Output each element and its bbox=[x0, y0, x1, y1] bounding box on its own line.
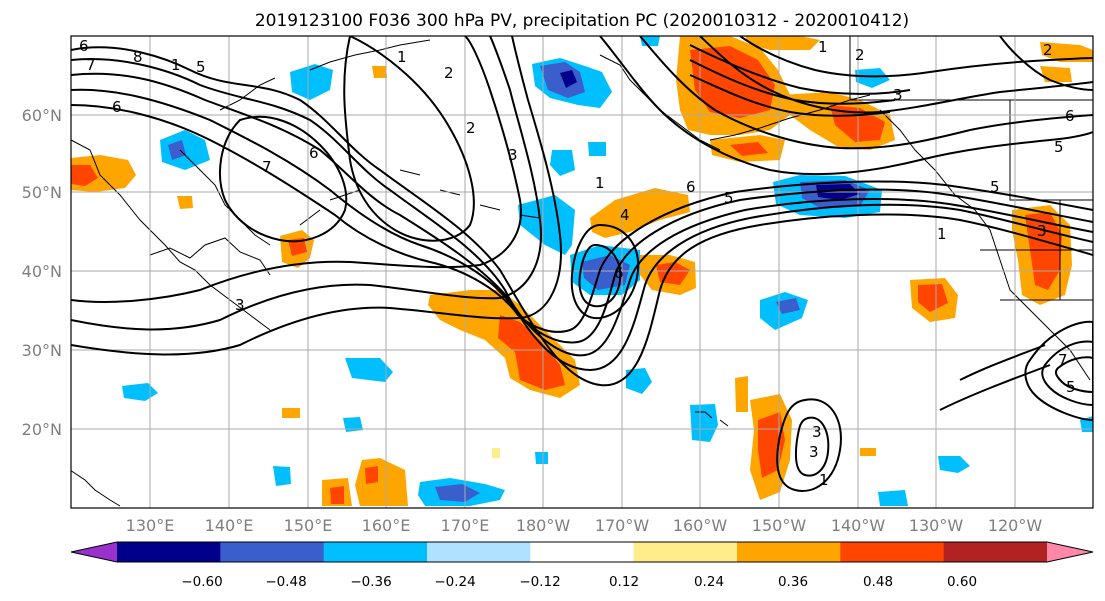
contour-label: 3 bbox=[1037, 222, 1047, 240]
colorbar-segment bbox=[633, 542, 738, 562]
colorbar-segment bbox=[530, 542, 635, 562]
colorbar: −0.60 −0.48 −0.36 −0.24 −0.12 0.12 0.24 … bbox=[70, 541, 1094, 590]
colorbar-outline bbox=[70, 541, 1094, 563]
lon-tick-label: 160°E bbox=[362, 516, 411, 535]
colorbar-segment bbox=[323, 542, 428, 562]
lon-tick-label: 160°W bbox=[673, 516, 728, 535]
contour-label: 5 bbox=[724, 189, 734, 207]
contour-label: 5 bbox=[990, 178, 1000, 196]
lon-tick-label: 120°W bbox=[988, 516, 1043, 535]
colorbar-tick-label: −0.12 bbox=[519, 574, 560, 590]
contour-label: 7 bbox=[262, 158, 272, 176]
contour-label: 1 bbox=[818, 38, 828, 56]
contour-label: 1 bbox=[595, 174, 605, 192]
map-frame bbox=[70, 35, 1094, 509]
lon-tick-label: 180°W bbox=[516, 516, 571, 535]
contour-label: 3 bbox=[508, 146, 518, 164]
contour-label: 7 bbox=[1058, 351, 1068, 369]
colorbar-tick-label: 0.48 bbox=[863, 574, 893, 590]
contour-label: 5 bbox=[1054, 138, 1064, 156]
contour-label: 4 bbox=[620, 206, 630, 224]
lon-tick-label: 140°W bbox=[831, 516, 886, 535]
colorbar-tick-label: 0.60 bbox=[947, 574, 977, 590]
pv-contours bbox=[71, 36, 1093, 492]
colorbar-tick-label: 0.36 bbox=[778, 574, 808, 590]
contour-label: 1 bbox=[937, 225, 947, 243]
contour-label: 1 bbox=[397, 48, 407, 66]
contour-label: 3 bbox=[235, 296, 245, 314]
contour-label: 3 bbox=[812, 423, 822, 441]
lat-tick-label: 30°N bbox=[22, 341, 62, 360]
lat-tick-label: 20°N bbox=[22, 420, 62, 439]
contour-label: 6 bbox=[1065, 107, 1075, 125]
colorbar-tick-label: −0.36 bbox=[350, 574, 391, 590]
lon-tick-label: 170°W bbox=[595, 516, 650, 535]
contour-label: 8 bbox=[133, 48, 143, 66]
longitude-labels: 130°E 140°E 150°E 160°E 170°E 180°W 170°… bbox=[126, 516, 1043, 535]
contour-label: 6 bbox=[614, 264, 624, 282]
colorbar-segment bbox=[427, 542, 531, 562]
contour-label: 3 bbox=[893, 86, 903, 104]
contour-label: 2 bbox=[444, 64, 454, 82]
colorbar-tick-label: 0.24 bbox=[694, 574, 724, 590]
contour-label: 6 bbox=[79, 37, 89, 55]
lon-tick-label: 170°E bbox=[441, 516, 490, 535]
colorbar-tick-label: −0.24 bbox=[434, 574, 475, 590]
map-panel: 6 8 7 5 1 2 6 7 6 1 2 3 1 2 3 6 5 4 1 6 bbox=[70, 35, 1094, 509]
contour-label: 5 bbox=[196, 58, 206, 76]
contour-label: 2 bbox=[1043, 41, 1053, 59]
lat-tick-label: 60°N bbox=[22, 106, 62, 125]
colorbar-segment bbox=[737, 542, 841, 562]
contour-label: 2 bbox=[466, 119, 476, 137]
contour-label: 5 bbox=[1066, 378, 1076, 396]
colorbar-tick-labels: −0.60 −0.48 −0.36 −0.24 −0.12 0.12 0.24 … bbox=[181, 574, 977, 590]
lat-tick-label: 40°N bbox=[22, 262, 62, 281]
colorbar-segment bbox=[943, 542, 1048, 562]
figure-title: 2019123100 F036 300 hPa PV, precipitatio… bbox=[255, 11, 909, 31]
colorbar-segment bbox=[220, 542, 325, 562]
colorbar-tick-label: −0.60 bbox=[181, 574, 222, 590]
colorbar-tick-label: −0.48 bbox=[265, 574, 306, 590]
lon-tick-label: 150°W bbox=[752, 516, 807, 535]
colorbar-segments bbox=[70, 541, 1094, 563]
pv-contour-labels: 6 8 7 5 1 2 6 7 6 1 2 3 1 2 3 6 5 4 1 6 bbox=[79, 37, 1076, 489]
lon-tick-label: 140°E bbox=[205, 516, 254, 535]
colorbar-extend-low bbox=[71, 542, 117, 562]
colorbar-extend-high bbox=[1047, 542, 1093, 562]
contour-label: 1 bbox=[819, 471, 829, 489]
colorbar-segment bbox=[840, 542, 945, 562]
contour-label: 6 bbox=[686, 178, 696, 196]
contour-label: 6 bbox=[112, 98, 122, 116]
lon-tick-label: 130°E bbox=[126, 516, 175, 535]
colorbar-tick-label: 0.12 bbox=[609, 574, 639, 590]
contour-label: 3 bbox=[809, 443, 819, 461]
positive-precip-anomaly-shading bbox=[71, 36, 1093, 506]
contour-label: 2 bbox=[855, 46, 865, 64]
latitude-labels: 60°N 50°N 40°N 30°N 20°N bbox=[22, 106, 62, 439]
contour-label: 6 bbox=[309, 144, 319, 162]
lon-tick-label: 150°E bbox=[284, 516, 333, 535]
lat-tick-label: 50°N bbox=[22, 183, 62, 202]
lon-tick-label: 130°W bbox=[909, 516, 964, 535]
contour-label: 7 bbox=[86, 56, 96, 74]
contour-label: 1 bbox=[171, 56, 181, 74]
graticule bbox=[71, 36, 1093, 508]
colorbar-segment bbox=[117, 542, 221, 562]
